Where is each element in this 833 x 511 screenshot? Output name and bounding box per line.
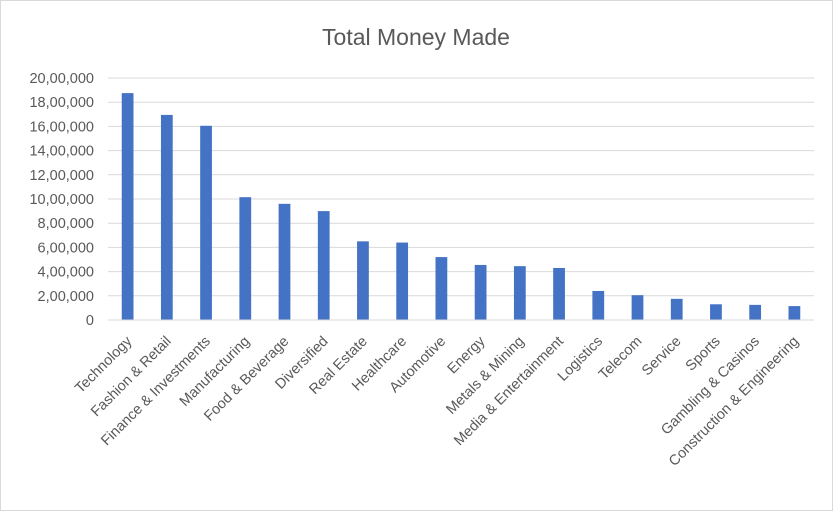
bar [592, 290, 605, 320]
bar [435, 257, 448, 320]
y-tick-label: 4,00,000 [38, 265, 94, 281]
y-tick-label: 6,00,000 [38, 240, 94, 256]
bar [631, 295, 644, 320]
gridlines [108, 77, 814, 297]
y-axis-ticks: 0 2,00,000 4,00,000 6,00,000 8,00,000 10,00,0… [29, 71, 94, 329]
y-tick-label: 16,00,000 [29, 119, 94, 135]
y-tick-label: 20,00,000 [29, 71, 94, 87]
y-tick-label: 8,00,000 [38, 216, 94, 232]
bar [317, 211, 330, 320]
y-tick-label: 10,00,000 [29, 192, 94, 208]
bar [474, 264, 487, 320]
bar [200, 125, 212, 320]
bar [553, 267, 565, 320]
bar [749, 304, 762, 320]
bar [788, 306, 801, 320]
chart-title: Total Money Made [322, 24, 510, 50]
y-tick-label: 18,00,000 [29, 95, 94, 111]
y-tick-label: 14,00,000 [29, 144, 94, 160]
bar [670, 298, 683, 320]
y-tick-label: 2,00,000 [38, 289, 94, 305]
bar [278, 203, 291, 320]
bar [357, 241, 369, 320]
y-tick-label: 0 [86, 313, 94, 329]
bar [239, 197, 252, 320]
bars [121, 93, 801, 320]
x-tick-label: Service [639, 334, 685, 380]
bar [710, 304, 722, 320]
bar [160, 114, 173, 320]
bar [396, 242, 409, 320]
bar [121, 93, 134, 320]
bar [513, 266, 526, 320]
x-tick-label: Telecom [596, 334, 645, 383]
y-tick-label: 12,00,000 [29, 168, 94, 184]
